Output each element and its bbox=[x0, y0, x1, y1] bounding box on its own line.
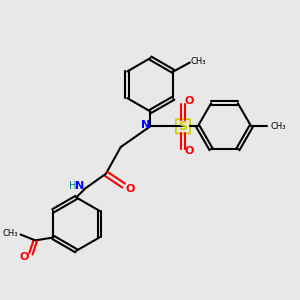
Text: H: H bbox=[69, 181, 76, 191]
Text: O: O bbox=[185, 96, 194, 106]
Text: N: N bbox=[141, 120, 151, 130]
Text: CH₃: CH₃ bbox=[270, 122, 286, 131]
Text: O: O bbox=[20, 252, 29, 262]
FancyBboxPatch shape bbox=[176, 119, 190, 134]
Text: S: S bbox=[178, 120, 188, 133]
Text: O: O bbox=[125, 184, 135, 194]
Text: CH₃: CH₃ bbox=[2, 229, 18, 238]
Text: N: N bbox=[75, 181, 84, 191]
Text: CH₃: CH₃ bbox=[191, 57, 206, 66]
Text: O: O bbox=[185, 146, 194, 157]
